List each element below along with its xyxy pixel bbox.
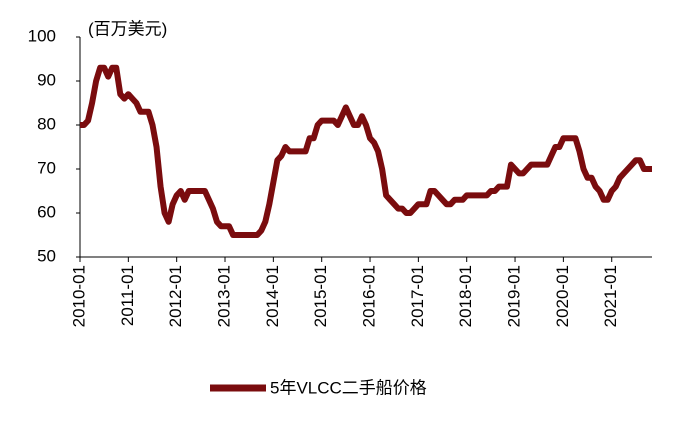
x-tick-label: 2016-01 bbox=[360, 265, 379, 327]
unit-label: (百万美元) bbox=[88, 19, 167, 38]
x-tick-label: 2017-01 bbox=[408, 265, 427, 327]
x-tick-label: 2011-01 bbox=[118, 265, 137, 326]
legend-label: 5年VLCC二手船价格 bbox=[270, 378, 427, 397]
x-tick-label: 2020-01 bbox=[553, 265, 572, 327]
x-tick-label: 2019-01 bbox=[505, 265, 524, 327]
y-tick-label: 90 bbox=[37, 70, 56, 89]
y-tick-label: 100 bbox=[28, 26, 56, 45]
x-tick-label: 2018-01 bbox=[456, 265, 475, 327]
x-tick-label: 2010-01 bbox=[69, 265, 88, 327]
x-tick-label: 2012-01 bbox=[166, 265, 185, 327]
y-tick-label: 50 bbox=[37, 246, 56, 265]
x-tick-label: 2015-01 bbox=[311, 265, 330, 327]
x-tick-label: 2013-01 bbox=[214, 265, 233, 327]
y-tick-label: 60 bbox=[37, 202, 56, 221]
y-tick-label: 80 bbox=[37, 114, 56, 133]
x-tick-label: 2014-01 bbox=[263, 265, 282, 327]
data-line bbox=[80, 64, 652, 238]
y-tick-label: 70 bbox=[37, 158, 56, 177]
x-tick-label: 2021-01 bbox=[601, 265, 620, 327]
